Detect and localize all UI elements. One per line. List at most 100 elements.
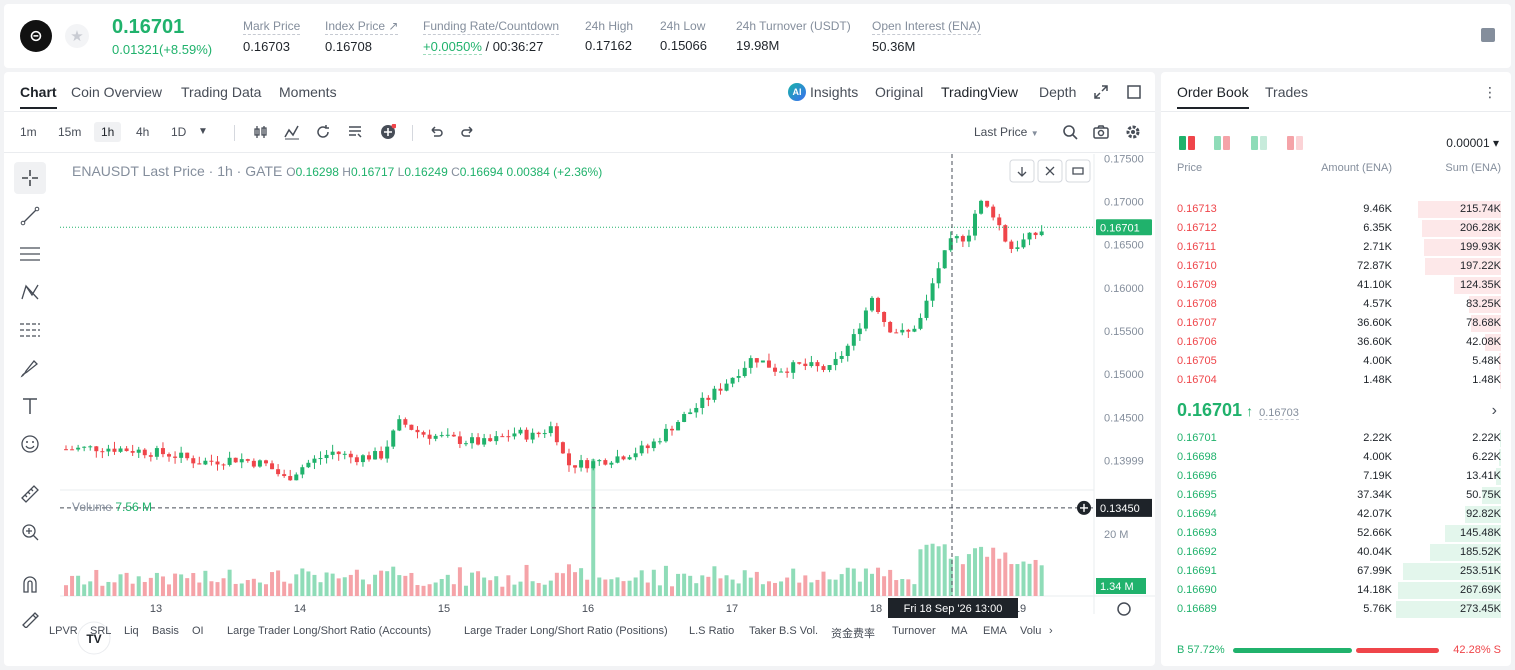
candle-body — [215, 461, 220, 465]
layout-bids-only-icon[interactable] — [1251, 136, 1267, 150]
indicator-13[interactable]: Volu — [1020, 625, 1042, 637]
axis-settings-icon[interactable] — [1117, 602, 1131, 616]
indicator-3[interactable]: Basis — [152, 625, 179, 637]
stat-funding-rate[interactable]: Funding Rate/Countdown +0.0050% / 00:36:… — [423, 19, 560, 55]
expand-icon[interactable] — [1094, 85, 1108, 99]
zoom-tool-icon[interactable] — [14, 516, 46, 548]
ask-row[interactable]: 0.16704 1.48K 1.48K — [1161, 371, 1511, 390]
bid-row[interactable]: 0.16694 42.07K 92.82K — [1161, 505, 1511, 524]
text-tool-icon[interactable] — [14, 390, 46, 422]
interval-4h[interactable]: 4h — [136, 125, 150, 139]
bid-row[interactable]: 0.16695 37.34K 50.75K — [1161, 486, 1511, 505]
ask-row[interactable]: 0.16713 9.46K 215.74K — [1161, 200, 1511, 219]
book-icon[interactable] — [1481, 28, 1495, 42]
indicator-10[interactable]: Turnover — [892, 625, 936, 637]
interval-1h[interactable]: 1h — [94, 122, 122, 142]
indicators-icon[interactable] — [284, 124, 300, 140]
indicator-2[interactable]: Liq — [124, 625, 139, 637]
tab-original[interactable]: Original — [875, 84, 924, 100]
tab-trading-data[interactable]: Trading Data — [181, 84, 262, 100]
candle-type-icon[interactable] — [253, 124, 269, 140]
replay-icon[interactable] — [315, 124, 331, 140]
tab-order-book[interactable]: Order Book — [1177, 84, 1249, 109]
bid-row[interactable]: 0.16691 67.99K 253.51K — [1161, 562, 1511, 581]
ask-row[interactable]: 0.16711 2.71K 199.93K — [1161, 238, 1511, 257]
indicator-6[interactable]: Large Trader Long/Short Ratio (Positions… — [464, 625, 668, 637]
gear-icon[interactable] — [1125, 124, 1141, 140]
indicator-9[interactable]: 资金费率 — [831, 628, 875, 640]
volume-bar — [742, 570, 747, 596]
crosshair-tool-icon[interactable] — [14, 162, 46, 194]
tab-trades[interactable]: Trades — [1265, 84, 1309, 100]
indicator-4[interactable]: OI — [192, 625, 204, 637]
bid-row[interactable]: 0.16701 2.22K 2.22K — [1161, 429, 1511, 448]
chevron-right-icon[interactable]: › — [1491, 402, 1497, 419]
indicator-14[interactable]: › — [1049, 625, 1053, 637]
stat-open-interest[interactable]: Open Interest (ENA) 50.36M — [872, 19, 981, 54]
indicator-12[interactable]: EMA — [983, 625, 1007, 637]
channel-tool-icon[interactable] — [14, 238, 46, 270]
volume-legend: Volume 7.56 M — [72, 500, 152, 514]
volume-bar — [651, 569, 656, 596]
ask-row[interactable]: 0.16707 36.60K 78.68K — [1161, 314, 1511, 333]
price-type-select[interactable]: Last Price ▼ — [974, 125, 1039, 139]
templates-icon[interactable] — [347, 124, 363, 140]
interval-1d[interactable]: 1D — [171, 125, 187, 139]
pattern-tool-icon[interactable] — [14, 276, 46, 308]
search-icon[interactable] — [1062, 124, 1078, 140]
add-indicator-icon[interactable] — [380, 124, 396, 140]
precision-select[interactable]: 0.00001 ▾ — [1446, 136, 1499, 150]
ask-row[interactable]: 0.16712 6.35K 206.28K — [1161, 219, 1511, 238]
indicator-5[interactable]: Large Trader Long/Short Ratio (Accounts) — [227, 625, 432, 637]
ask-row[interactable]: 0.16705 4.00K 5.48K — [1161, 352, 1511, 371]
ask-row[interactable]: 0.16709 41.10K 124.35K — [1161, 276, 1511, 295]
emoji-tool-icon[interactable] — [14, 428, 46, 460]
window-icon[interactable] — [1127, 85, 1141, 99]
tradingview-logo-icon[interactable] — [77, 621, 111, 655]
tab-coin-overview[interactable]: Coin Overview — [71, 84, 163, 100]
stat-index-price[interactable]: Index Price ↗ 0.16708 — [325, 19, 399, 54]
indicator-8[interactable]: Taker B.S Vol. — [749, 625, 819, 637]
brush-tool-icon[interactable] — [14, 352, 46, 384]
ask-row[interactable]: 0.16710 72.87K 197.22K — [1161, 257, 1511, 276]
indicator-7[interactable]: L.S Ratio — [689, 625, 735, 637]
fib-tool-icon[interactable] — [14, 314, 46, 346]
interval-15m[interactable]: 15m — [58, 125, 82, 139]
candle-body — [845, 345, 850, 356]
bid-row[interactable]: 0.16689 5.76K 273.45K — [1161, 600, 1511, 619]
tab-moments[interactable]: Moments — [279, 84, 337, 100]
layout-both-icon[interactable] — [1179, 136, 1195, 150]
interval-1m[interactable]: 1m — [20, 125, 37, 139]
ask-row[interactable]: 0.16708 4.57K 83.25K — [1161, 295, 1511, 314]
tab-tradingview[interactable]: TradingView — [941, 84, 1019, 100]
bid-row[interactable]: 0.16698 4.00K 6.22K — [1161, 448, 1511, 467]
bid-row[interactable]: 0.16693 52.66K 145.48K — [1161, 524, 1511, 543]
candlestick-chart[interactable]: 0.17500 0.17000 0.16500 0.16000 0.15500 0.150… — [60, 154, 1155, 666]
bid-row[interactable]: 0.16690 14.18K 267.69K — [1161, 581, 1511, 600]
tab-depth[interactable]: Depth — [1039, 84, 1077, 100]
indicator-11[interactable]: MA — [951, 625, 968, 637]
fit-button[interactable] — [1065, 159, 1091, 183]
tab-chart[interactable]: Chart — [20, 84, 57, 109]
interval-dropdown-icon[interactable]: ▼ — [198, 126, 208, 137]
magnet-tool-icon[interactable] — [14, 568, 46, 600]
tab-insights[interactable]: Insights — [810, 84, 859, 100]
layout-bids-icon[interactable] — [1214, 136, 1230, 150]
ask-row[interactable]: 0.16706 36.60K 42.08K — [1161, 333, 1511, 352]
indicator-1[interactable]: SRL — [90, 625, 112, 637]
volume-bar — [360, 579, 365, 596]
trend-line-tool-icon[interactable] — [14, 200, 46, 232]
undo-icon[interactable] — [428, 124, 444, 140]
bid-row[interactable]: 0.16696 7.19K 13.41K — [1161, 467, 1511, 486]
lock-draw-tool-icon[interactable] — [14, 602, 46, 634]
camera-icon[interactable] — [1093, 124, 1109, 140]
orderbook-mid-price[interactable]: 0.16701 ↑ 0.16703 › — [1177, 400, 1497, 424]
stat-mark-price[interactable]: Mark Price 0.16703 — [243, 19, 301, 54]
layout-asks-only-icon[interactable] — [1287, 136, 1303, 150]
ruler-tool-icon[interactable] — [14, 478, 46, 510]
more-icon[interactable]: ⋮ — [1483, 84, 1497, 100]
bid-row[interactable]: 0.16692 40.04K 185.52K — [1161, 543, 1511, 562]
favorite-star-icon[interactable]: ★ — [65, 24, 89, 48]
redo-icon[interactable] — [460, 124, 476, 140]
indicator-0[interactable]: LPVR — [49, 625, 78, 637]
